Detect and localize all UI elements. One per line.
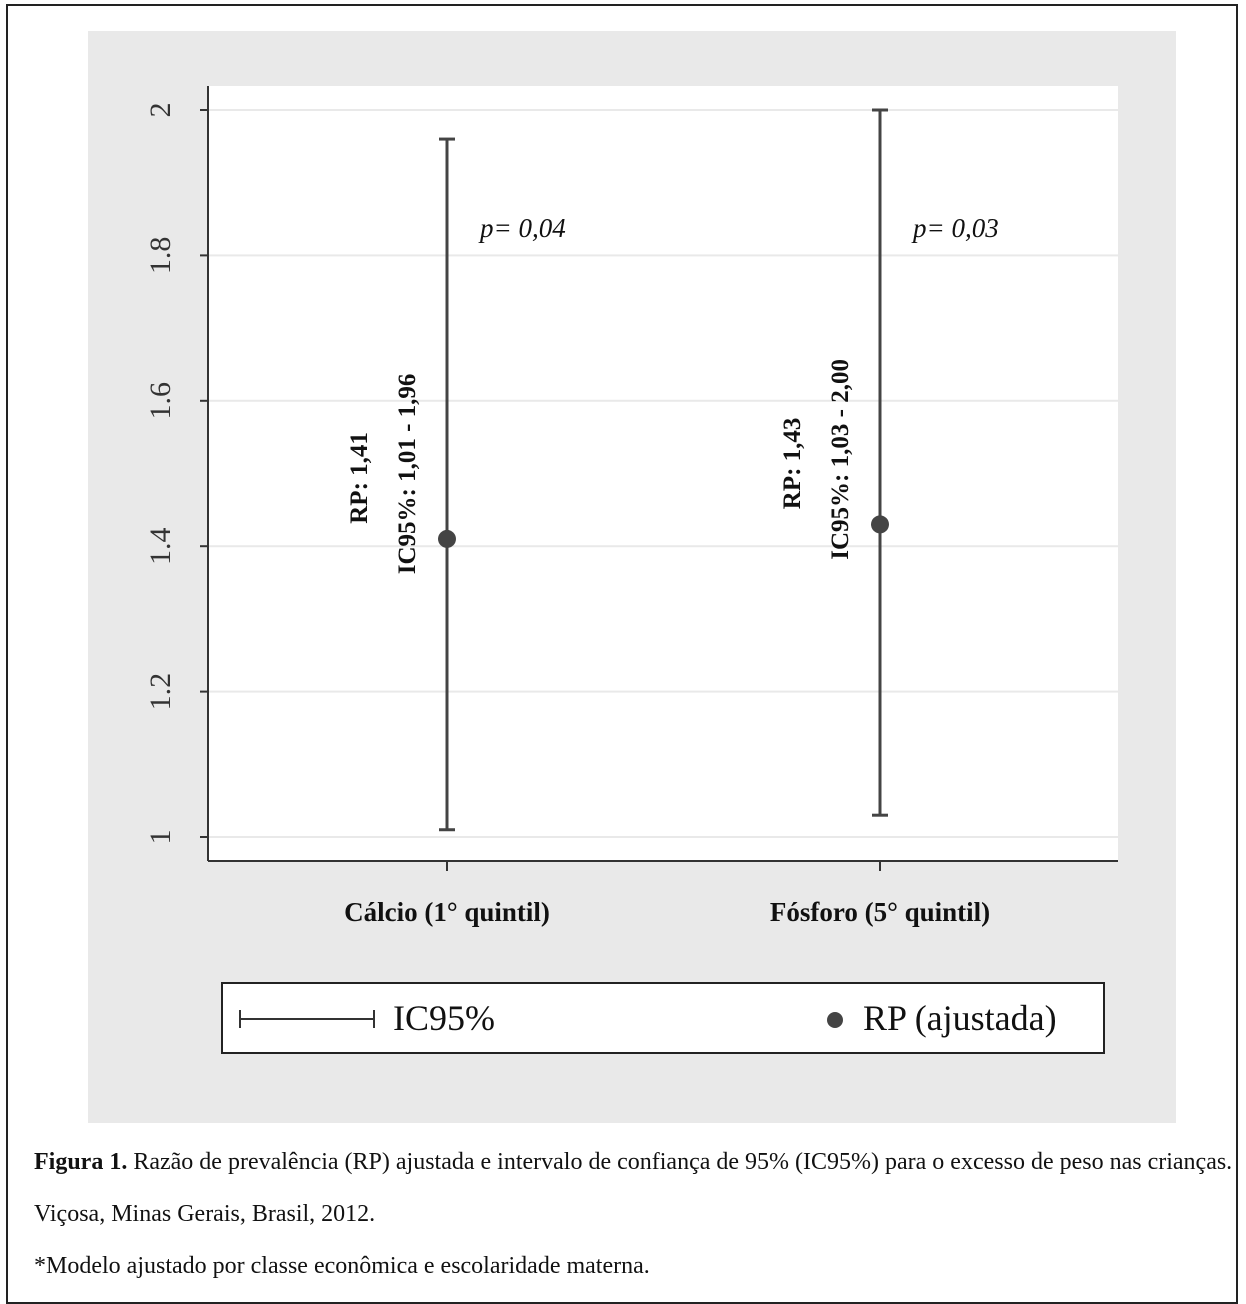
rp-label: RP: 1,41: [346, 432, 373, 524]
legend-ci-label: IC95%: [393, 998, 495, 1038]
legend-rp-label: RP (ajustada): [863, 998, 1057, 1038]
caption-note: *Modelo ajustado por classe econômica e …: [34, 1253, 650, 1279]
legend-ci-symbol: [239, 1010, 375, 1028]
plot-background: [208, 86, 1118, 861]
caption-figure-label: Figura 1.: [34, 1149, 128, 1175]
y-tick-label: 1.2: [144, 673, 177, 711]
y-tick-label: 1.8: [144, 237, 177, 275]
ci-label: IC95%: 1,01 - 1,96: [394, 374, 421, 575]
figure-caption: Figura 1. Razão de prevalência (RP) ajus…: [34, 1136, 1234, 1292]
legend-dot-symbol: [827, 1012, 843, 1028]
p-value-label: p= 0,03: [911, 213, 999, 243]
y-tick-label: 1.4: [144, 527, 177, 565]
chart-panel: 1 1.2 1.4 1.6 1.8 2 Cálcio (1° quintil) RP: 1,4…: [88, 31, 1176, 1123]
y-tick-label: 1.6: [144, 382, 177, 420]
y-tick-label: 2: [144, 102, 177, 117]
ci-label: IC95%: 1,03 - 2,00: [827, 359, 854, 560]
figure-frame: 1 1.2 1.4 1.6 1.8 2 Cálcio (1° quintil) RP: 1,4…: [6, 4, 1238, 1304]
x-tick-label: Fósforo (5° quintil): [770, 897, 990, 927]
caption-text: Razão de prevalência (RP) ajustada e int…: [34, 1149, 1233, 1227]
p-value-label: p= 0,04: [478, 213, 566, 243]
estimate-point: [438, 529, 456, 548]
legend: IC95% RP (ajustada): [221, 982, 1105, 1054]
estimate-point: [871, 515, 889, 534]
chart: 1 1.2 1.4 1.6 1.8 2 Cálcio (1° quintil) RP: 1,4…: [144, 86, 1118, 927]
rp-label: RP: 1,43: [779, 418, 806, 510]
y-tick-label: 1: [144, 830, 177, 845]
x-tick-label: Cálcio (1° quintil): [344, 897, 550, 927]
